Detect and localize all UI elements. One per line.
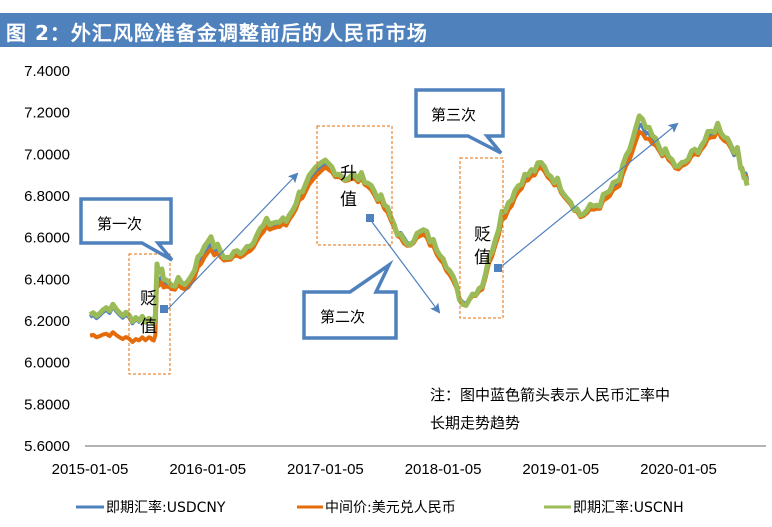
series-line-2 xyxy=(88,113,750,327)
box-3-line1: 贬 xyxy=(474,225,491,245)
note-line-2: 长期走势趋势 xyxy=(430,414,520,432)
y-tick-label: 5.8000 xyxy=(24,396,70,413)
legend-label-uscnh: 即期汇率:USCNH xyxy=(573,499,684,516)
y-tick-label: 5.6000 xyxy=(24,438,70,455)
series-line-0 xyxy=(88,122,750,326)
note-line-1: 注：图中蓝色箭头表示人民币汇率中 xyxy=(430,386,670,404)
series-line-1 xyxy=(89,128,750,344)
x-tick-label: 2017-01-05 xyxy=(287,461,364,478)
y-tick-label: 6.2000 xyxy=(24,313,70,330)
callout-2-label: 第二次 xyxy=(320,308,365,326)
chart-title: 图 2：外汇风险准备金调整前后的人民币市场 xyxy=(6,21,428,45)
x-tick-label: 2020-01-05 xyxy=(640,461,717,478)
x-axis-ticks: 2015-01-05 2016-01-05 2017-01-05 2018-01-05… xyxy=(52,461,717,478)
title-bar: 图 2：外汇风险准备金调整前后的人民币市场 xyxy=(0,13,772,47)
callout-1-label: 第一次 xyxy=(97,215,142,233)
annotation-box-3: 贬 值 xyxy=(459,157,504,319)
y-tick-label: 6.4000 xyxy=(24,271,70,288)
box-3-line2: 值 xyxy=(474,248,491,268)
x-tick-label: 2016-01-05 xyxy=(169,461,246,478)
y-axis-ticks: 7.4000 7.2000 7.0000 6.8000 6.6000 6.4000 6.20… xyxy=(24,63,70,455)
callout-2: 第二次 xyxy=(302,259,398,340)
callout-3-label: 第三次 xyxy=(431,106,476,124)
y-tick-label: 7.4000 xyxy=(24,63,70,80)
box-2-line1: 升 xyxy=(340,164,357,184)
y-tick-label: 7.2000 xyxy=(24,105,70,122)
callout-1: 第一次 xyxy=(79,197,174,262)
x-tick-label: 2018-01-05 xyxy=(405,461,482,478)
trend-arrow-1 xyxy=(160,172,299,313)
x-tick-label: 2015-01-05 xyxy=(52,461,129,478)
legend-label-usdcny: 即期汇率:USDCNY xyxy=(106,499,226,516)
annotation-box-1: 贬 值 xyxy=(128,253,171,375)
y-tick-label: 6.8000 xyxy=(24,188,70,205)
box-2-line2: 值 xyxy=(340,190,357,210)
annotation-box-2: 升 值 xyxy=(316,125,393,246)
box-1-line1: 贬 xyxy=(140,289,157,309)
y-tick-label: 7.0000 xyxy=(24,146,70,163)
trend-arrows xyxy=(160,122,679,314)
legend-item-usdcny[interactable]: 即期汇率:USDCNY xyxy=(76,499,226,516)
trend-arrow-2 xyxy=(366,214,441,314)
legend-item-central-parity[interactable]: 中间价:美元兑人民币 xyxy=(297,500,456,516)
legend-item-uscnh[interactable]: 即期汇率:USCNH xyxy=(544,499,684,516)
x-tick-label: 2019-01-05 xyxy=(522,461,599,478)
callout-3: 第三次 xyxy=(414,88,505,155)
y-tick-label: 6.0000 xyxy=(24,355,70,372)
trend-arrow-3 xyxy=(494,122,679,272)
legend: 即期汇率:USDCNY 中间价:美元兑人民币 即期汇率:USCNH xyxy=(76,499,684,516)
series-lines xyxy=(88,113,750,344)
box-1-line2: 值 xyxy=(140,317,157,337)
y-tick-label: 6.6000 xyxy=(24,230,70,247)
legend-label-central-parity: 中间价:美元兑人民币 xyxy=(325,500,456,516)
